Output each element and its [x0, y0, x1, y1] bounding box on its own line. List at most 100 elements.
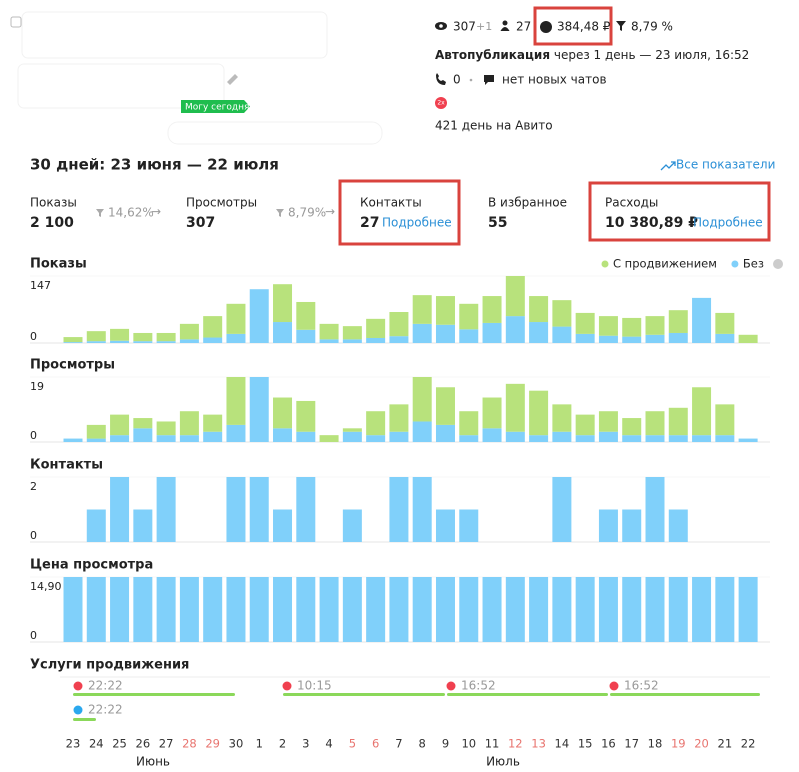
x-tick-label: 30: [229, 737, 244, 751]
bar: [598, 411, 618, 432]
bar: [622, 317, 642, 337]
month-label: Июль: [486, 755, 520, 769]
x-tick-label: 28: [182, 737, 197, 751]
bar: [179, 323, 199, 340]
bar: [133, 428, 153, 442]
favorites: 27: [516, 20, 531, 34]
section-title: Услуги продвижения: [30, 658, 189, 673]
autopublish: Автопубликация через 1 день — 23 июля, 1…: [435, 48, 749, 62]
metric-value: 10 380,89 ₽: [605, 215, 698, 231]
bar: [482, 397, 502, 429]
metric-link[interactable]: Подробнее: [382, 216, 452, 230]
month-label: Июнь: [136, 755, 170, 769]
bar: [179, 577, 199, 642]
x-tick-label: 8: [419, 737, 426, 751]
bar: [435, 387, 455, 425]
bar: [412, 577, 432, 642]
link-icon: [660, 161, 676, 171]
bar: [575, 312, 595, 334]
metric-value: 307: [186, 215, 215, 231]
bar: [203, 316, 223, 338]
bar: [575, 577, 595, 642]
bar: [505, 431, 525, 442]
metric-value: 55: [488, 215, 507, 231]
bar: [296, 431, 316, 442]
checkbox[interactable]: [10, 16, 22, 28]
bar: [366, 411, 386, 436]
autopublish-text: через 1 день — 23 июля, 16:52: [554, 48, 749, 62]
bar: [273, 509, 293, 542]
bar: [86, 341, 106, 343]
bar: [412, 295, 432, 324]
bar: [645, 411, 665, 436]
arrow: →: [325, 205, 335, 219]
funnel-icon: [96, 209, 104, 217]
bar: [645, 577, 665, 642]
bar: [133, 341, 153, 343]
y-tick-label: 147: [30, 279, 51, 292]
bar: [86, 438, 106, 442]
edit-icon[interactable]: [227, 74, 238, 85]
bar: [203, 577, 223, 642]
highlight-box: [588, 181, 771, 242]
bar: [435, 424, 455, 442]
separator-dot: [469, 78, 473, 82]
service-span: [283, 693, 445, 696]
bar: [435, 324, 455, 343]
all-metrics-link[interactable]: Все показатели: [676, 158, 775, 172]
bar: [226, 577, 246, 642]
bar: [668, 310, 688, 333]
bar: [273, 577, 293, 642]
bar: [86, 331, 106, 342]
bar: [366, 577, 386, 642]
metric-label: В избранное: [488, 196, 567, 210]
bar: [342, 509, 362, 542]
bar: [110, 477, 130, 542]
bar: [622, 336, 642, 343]
bar: [529, 577, 549, 642]
funnel-icon: [616, 21, 626, 31]
bar: [645, 334, 665, 343]
bar: [668, 509, 688, 542]
chat-icon: [484, 75, 494, 85]
y-tick-label: 0: [30, 330, 37, 343]
metric-link[interactable]: Подробнее: [693, 216, 763, 230]
bar: [133, 332, 153, 342]
bar: [622, 418, 642, 436]
bar: [715, 333, 735, 343]
bar: [389, 404, 409, 432]
bar: [692, 297, 712, 343]
bar: [133, 577, 153, 642]
x-tick-label: 16: [601, 737, 616, 751]
bar: [226, 377, 246, 425]
bar: [226, 303, 246, 334]
autopublish-label: Автопубликация: [435, 48, 550, 62]
bar: [389, 336, 409, 343]
bar: [575, 435, 595, 442]
bar: [668, 577, 688, 642]
bar: [738, 577, 758, 642]
bar: [435, 509, 455, 542]
chart-title: Показы: [30, 257, 87, 272]
bar: [319, 323, 339, 340]
bar: [249, 477, 269, 542]
bar: [412, 421, 432, 442]
x-tick-label: 21: [718, 737, 733, 751]
bar: [645, 477, 665, 542]
x-tick-label: 7: [395, 737, 402, 751]
bar: [505, 577, 525, 642]
bar: [598, 509, 618, 542]
bar: [226, 477, 246, 542]
bar: [552, 326, 572, 343]
bar: [389, 477, 409, 542]
bar: [319, 339, 339, 343]
bar: [342, 431, 362, 442]
x-tick-label: 25: [112, 737, 127, 751]
bar: [63, 337, 83, 343]
bar: [342, 577, 362, 642]
bar: [203, 414, 223, 432]
highlight-box: [338, 179, 461, 246]
bar: [296, 577, 316, 642]
bar: [110, 328, 130, 341]
legend-dot: [731, 260, 739, 268]
